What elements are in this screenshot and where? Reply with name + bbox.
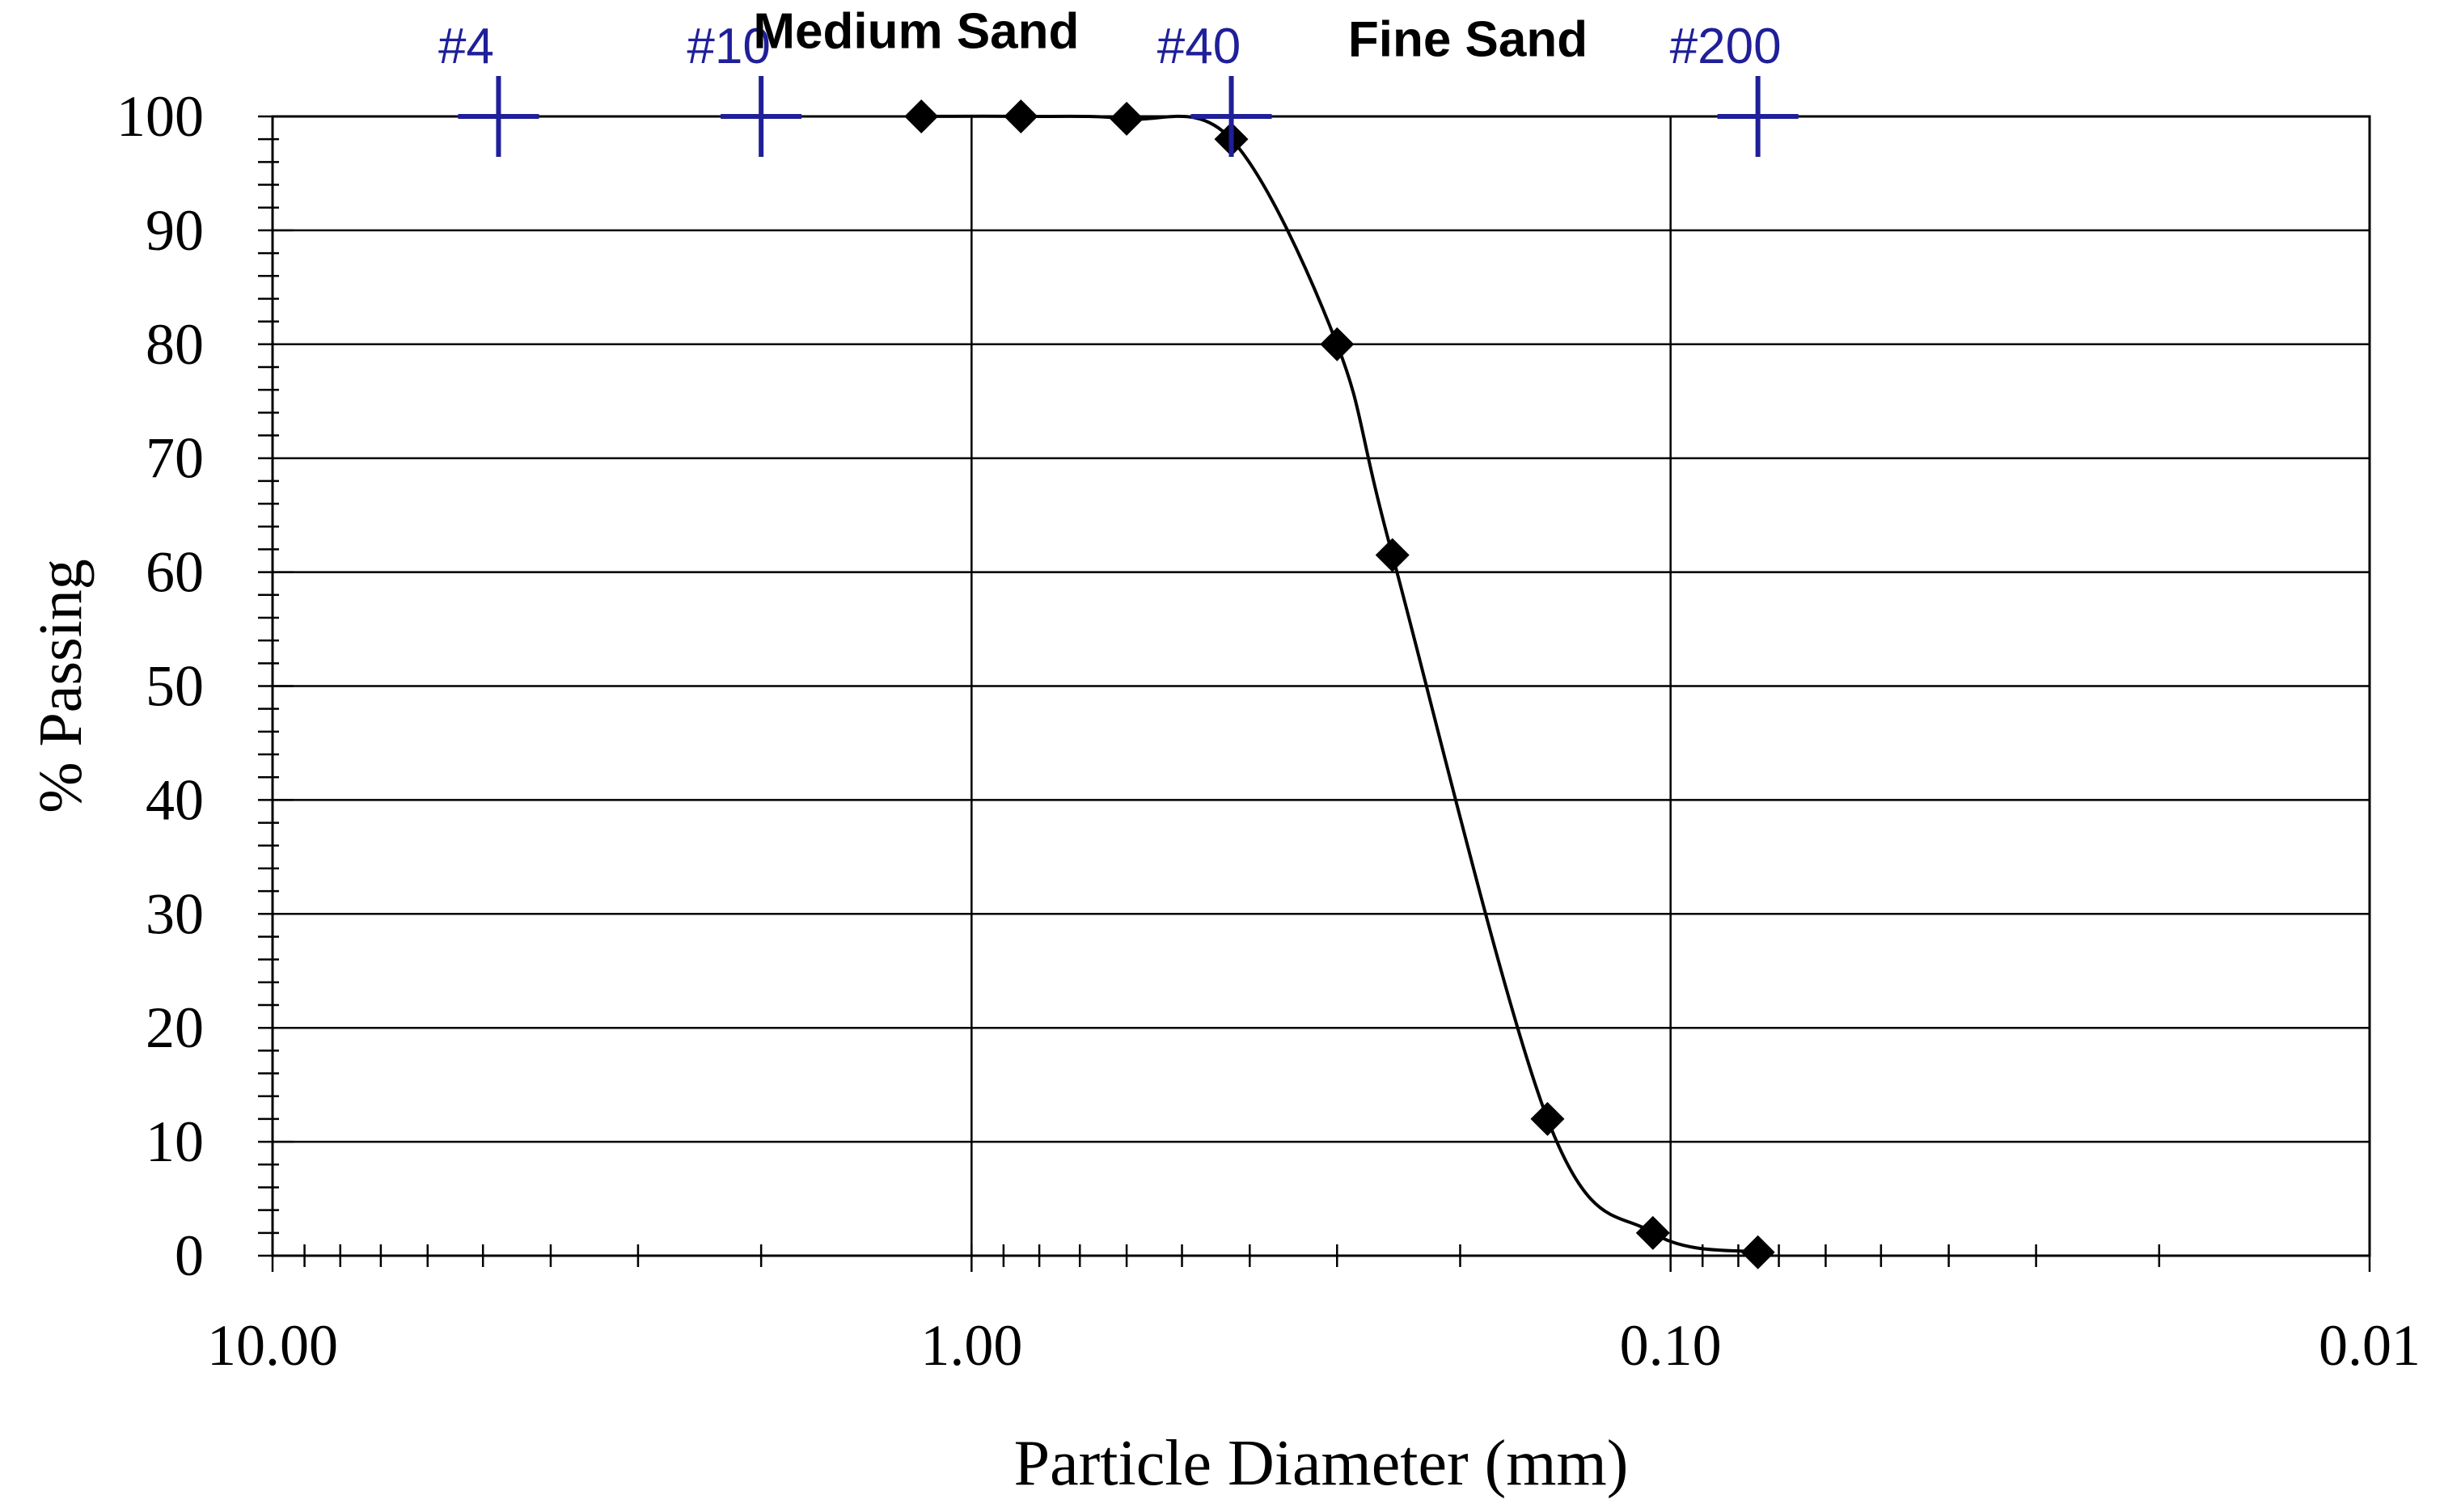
x-tick-label: 0.10 [1620,1313,1722,1378]
y-tick-label: 100 [116,84,204,149]
data-point [1635,1215,1670,1250]
sieve-markers: #4 #10 #40 #200 [438,19,1799,157]
y-tick-label: 30 [146,881,204,946]
annotations: Medium Sand Fine Sand [753,3,1588,67]
data-point [1530,1101,1565,1136]
y-tick-label: 70 [146,426,204,491]
annotation-label: Fine Sand [1348,11,1588,67]
y-tick-label: 0 [175,1223,204,1288]
gradation-curve [921,114,1759,1254]
sieve-label: #4 [438,19,494,74]
x-axis-label: Particle Diameter (mm) [1014,1428,1629,1499]
data-point [1740,1235,1775,1269]
grid [271,115,2371,1257]
sieve-label: #200 [1670,19,1782,74]
x-tick-label: 10.00 [207,1313,338,1378]
plot-frame [271,115,2371,1257]
annotation-label: Medium Sand [753,3,1079,59]
data-point [1110,101,1144,136]
y-tick-label: 90 [146,198,204,263]
sieve-label: #40 [1157,19,1241,74]
y-tick-labels: 0 10 20 30 40 50 60 70 80 90 100 [116,84,204,1288]
data-point [1375,538,1410,572]
x-tick-label: 1.00 [920,1313,1022,1378]
y-tick-label: 80 [146,312,204,377]
y-tick-label: 60 [146,540,204,605]
y-tick-label: 50 [146,654,204,719]
data-point [1320,327,1355,361]
y-tick-label: 10 [146,1109,204,1174]
x-tick-labels: 10.00 1.00 0.10 0.01 [207,1313,2421,1378]
data-point [904,99,939,133]
y-tick-label: 40 [146,767,204,832]
y-tick-label: 20 [146,995,204,1060]
x-tick-label: 0.01 [2319,1313,2421,1378]
data-point [1004,99,1038,133]
sieve-label: #10 [687,19,770,74]
y-axis-label: % Passing [27,559,95,813]
data-points [904,99,1775,1269]
